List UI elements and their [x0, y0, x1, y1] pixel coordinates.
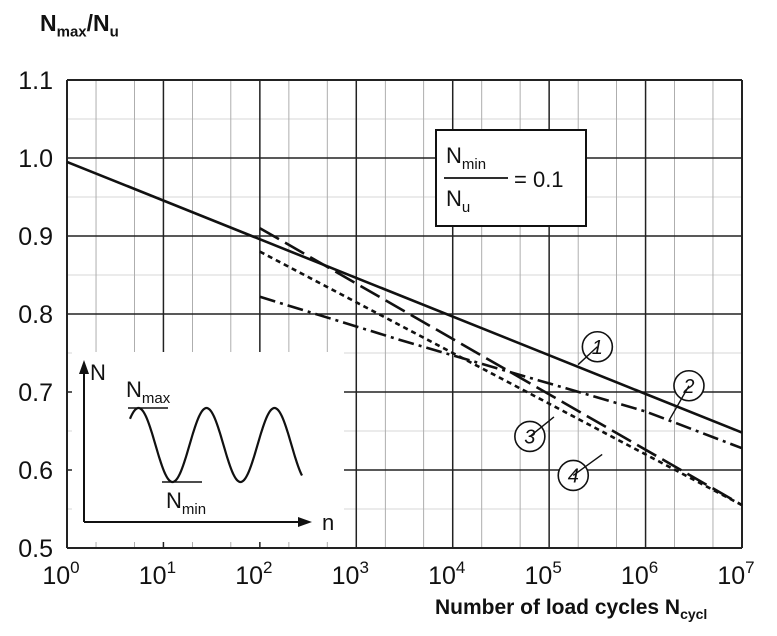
- annotation-denominator: Nu: [446, 186, 470, 216]
- x-tick-label: 105: [525, 558, 562, 590]
- y-tick-label: 0.9: [18, 223, 53, 251]
- y-tick-label: 0.7: [18, 379, 53, 407]
- annotation-value: = 0.1: [514, 167, 564, 192]
- y-tick-label: 1.0: [18, 145, 53, 173]
- series-1-label: 1: [592, 337, 603, 359]
- series-1-line: [66, 160, 743, 434]
- load-inset: Nn Nmax Nmin: [72, 352, 344, 542]
- x-tick-label: 106: [621, 558, 658, 590]
- inset-max-label: Nmax: [126, 377, 171, 407]
- x-tick-label: 100: [42, 558, 79, 590]
- ratio-annotation: Nmin Nu = 0.1: [435, 129, 587, 227]
- inset-min-label: Nmin: [166, 488, 206, 518]
- inset-x-arrow: [298, 517, 312, 527]
- inset-x-label: n: [322, 510, 334, 535]
- x-tick-label: 103: [332, 558, 369, 590]
- annotation-numerator: Nmin: [446, 143, 486, 173]
- series-4-leader: [572, 453, 603, 477]
- x-tick-label: 107: [717, 558, 754, 590]
- x-tick-label: 102: [235, 558, 272, 590]
- y-tick-label: 0.5: [18, 535, 53, 563]
- y-tick-label: 1.1: [18, 67, 53, 95]
- series-layer: [66, 160, 743, 507]
- series-2-leader: [669, 385, 690, 420]
- series-1-leader: [577, 346, 598, 366]
- x-tick-label: 104: [428, 558, 465, 590]
- inset-background: [72, 352, 344, 542]
- series-4-line: [259, 227, 743, 507]
- y-axis-label: Nmax/Nu: [40, 10, 119, 41]
- inset-load-wave: [128, 406, 303, 484]
- tick-labels: 0.5 0.6 0.7 0.8 0.9 1.0 1.1 100 101 102 103 104 105 1…: [18, 67, 754, 590]
- y-tick-label: 0.8: [18, 301, 53, 329]
- series-4-label: 4: [568, 465, 579, 487]
- y-tick-label: 0.6: [18, 457, 53, 485]
- inset-y-label: N: [90, 360, 106, 385]
- x-tick-label: 101: [139, 558, 176, 590]
- series-3-line: [259, 250, 743, 507]
- series-3-label: 3: [524, 426, 535, 448]
- inset-y-arrow: [79, 360, 89, 374]
- x-axis-label: Number of load cycles Ncycl: [435, 596, 708, 623]
- series-3-leader: [529, 416, 555, 438]
- series-2-line: [259, 295, 743, 450]
